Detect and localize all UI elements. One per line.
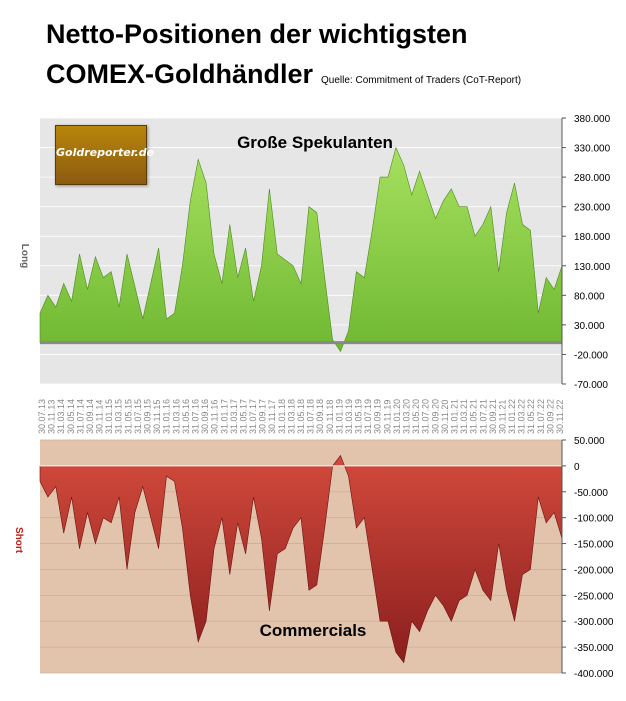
x-tick-label: 30.09.21 [488, 399, 498, 434]
x-tick-label: 31.05.17 [238, 399, 248, 434]
y-tick-label: 180.000 [574, 232, 611, 243]
x-tick-label: 30.09.17 [258, 399, 268, 434]
x-tick-label: 31.01.22 [507, 399, 517, 434]
x-tick-label: 30.09.19 [373, 399, 383, 434]
x-tick-label: 30.09.14 [85, 399, 95, 434]
bottom-series-title: Commercials [260, 621, 367, 640]
title-line-2: COMEX-Goldhändler [46, 59, 314, 89]
y-tick-label: -350.000 [574, 643, 614, 654]
x-tick-label: 30.11.15 [152, 400, 162, 434]
x-tick-label: 31.07.17 [248, 399, 258, 434]
commercials-area [39, 454, 563, 664]
x-tick-label: 31.03.15 [114, 399, 124, 434]
x-tick-label: 30.11.21 [497, 400, 507, 434]
x-tick-label: 30.07.13 [37, 399, 47, 434]
x-tick-label: 31.07.18 [306, 399, 316, 434]
x-tick-label: 31.01.21 [450, 399, 460, 434]
x-tick-label: 30.11.16 [210, 400, 220, 434]
x-tick-label: 30.11.17 [267, 400, 277, 434]
x-tick-label: 30.09.18 [315, 399, 325, 434]
x-tick-label: 30.09.15 [143, 399, 153, 434]
x-tick-label: 31.01.15 [104, 399, 114, 434]
x-tick-label: 31.07.14 [75, 399, 85, 434]
x-tick-label: 31.05.18 [296, 399, 306, 434]
y-tick-label: -300.000 [574, 617, 614, 628]
y-tick-label: -20.000 [574, 350, 608, 361]
y-tick-label: 330.000 [574, 144, 611, 155]
x-tick-label: 31.07.16 [191, 399, 201, 434]
x-tick-label: 30.11.14 [95, 400, 105, 434]
long-axis-label: Long [19, 244, 30, 268]
x-tick-label: 31.01.17 [219, 399, 229, 434]
x-tick-label: 31.03.19 [344, 399, 354, 434]
x-tick-label: 30.11.13 [47, 400, 57, 434]
x-tick-label: 31.03.14 [56, 399, 66, 434]
y-tick-label: -50.000 [574, 488, 608, 499]
x-tick-label: 31.05.16 [181, 399, 191, 434]
title-line-1: Netto-Positionen der wichtigsten [46, 19, 468, 49]
y-tick-label: -100.000 [574, 514, 614, 525]
x-tick-label: 31.03.20 [402, 399, 412, 434]
y-tick-label: 0 [574, 462, 580, 473]
y-tick-label: 30.000 [574, 321, 605, 332]
y-tick-label: 130.000 [574, 262, 611, 273]
x-tick-label: 31.03.18 [286, 399, 296, 434]
x-tick-label: 31.07.19 [363, 399, 373, 434]
x-tick-label: 31.01.19 [334, 399, 344, 434]
x-tick-label: 31.05.21 [469, 399, 479, 434]
x-tick-label: 31.07.15 [133, 399, 143, 434]
x-tick-label: 31.03.17 [229, 399, 239, 434]
chart-title: Netto-Positionen der wichtigsten COMEX-G… [46, 14, 521, 101]
y-tick-label: -200.000 [574, 565, 614, 576]
y-tick-label: 230.000 [574, 203, 611, 214]
x-tick-label: 31.05.20 [411, 399, 421, 434]
x-tick-label: 30.11.18 [325, 400, 335, 434]
x-tick-label: 30.09.22 [545, 399, 555, 434]
x-tick-label: 31.07.21 [478, 399, 488, 434]
x-tick-label: 31.05.22 [526, 399, 536, 434]
x-tick-label: 30.11.22 [555, 400, 565, 434]
y-tick-label: -250.000 [574, 591, 614, 602]
x-tick-label: 30.11.19 [382, 400, 392, 434]
logo-text: Goldreporter.de [56, 146, 155, 159]
goldreporter-logo: Goldreporter.de [55, 125, 155, 185]
short-axis-label: Short [13, 527, 24, 554]
speculators-area [39, 146, 563, 353]
x-tick-label: 30.05.14 [66, 399, 76, 434]
top-series-title: Große Spekulanten [237, 133, 393, 152]
y-tick-label: 280.000 [574, 173, 611, 184]
x-tick-label: 31.03.16 [171, 399, 181, 434]
x-tick-label: 31.01.16 [162, 399, 172, 434]
x-tick-label: 31.01.20 [392, 399, 402, 434]
y-tick-label: -70.000 [574, 380, 608, 391]
x-tick-label: 31.05.19 [354, 399, 364, 434]
x-tick-label: 31.07.20 [421, 399, 431, 434]
x-tick-label: 31.03.22 [517, 399, 527, 434]
y-tick-label: -150.000 [574, 540, 614, 551]
x-tick-label: 31.01.18 [277, 399, 287, 434]
x-tick-label: 31.07.22 [536, 399, 546, 434]
source-note: Quelle: Commitment of Traders (CoT-Repor… [321, 75, 522, 86]
y-tick-label: 380.000 [574, 114, 611, 125]
x-tick-label: 30.11.20 [440, 400, 450, 434]
x-tick-label: 31.03.21 [459, 399, 469, 434]
y-tick-label: 50.000 [574, 436, 605, 447]
y-tick-label: 80.000 [574, 291, 605, 302]
y-tick-label: -400.000 [574, 669, 614, 680]
x-tick-label: 30.09.20 [430, 399, 440, 434]
x-tick-label: 31.05.15 [123, 399, 133, 434]
x-tick-label: 30.09.16 [200, 399, 210, 434]
